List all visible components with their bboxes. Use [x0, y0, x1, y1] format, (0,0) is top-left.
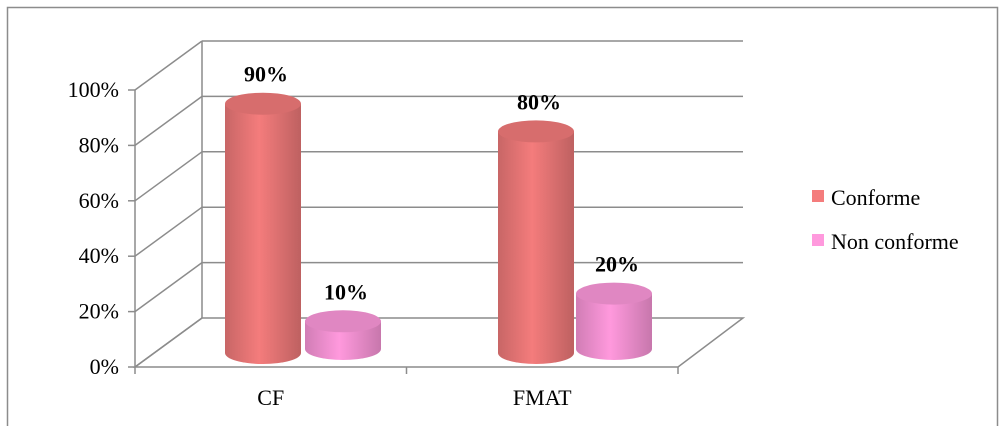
gridline-side — [134, 151, 203, 202]
bar-conforme-cf — [225, 92, 301, 364]
bar-body — [498, 131, 574, 364]
data-label: 90% — [244, 62, 288, 87]
y-tick-label: 100% — [68, 77, 119, 102]
data-label: 80% — [517, 89, 561, 114]
x-category-label: CF — [257, 385, 284, 410]
bar-top — [576, 282, 652, 305]
bar-conforme-fmat — [498, 120, 574, 364]
bar-top — [225, 92, 301, 115]
bar-body — [225, 103, 301, 364]
legend-label: Conforme — [831, 185, 920, 210]
y-tick-label: 40% — [79, 243, 119, 268]
chart-border — [6, 6, 999, 426]
y-tick-label: 60% — [79, 188, 119, 213]
gridline-side — [134, 206, 203, 257]
chart-floor — [132, 317, 746, 368]
y-tick-label: 80% — [79, 132, 119, 157]
bar-non-conforme-cf — [305, 310, 381, 360]
gridline-side — [134, 95, 203, 147]
y-tick-label: 20% — [79, 299, 119, 324]
legend-item: Non conforme — [812, 229, 959, 254]
gridline-side — [134, 40, 203, 91]
legend-swatch — [812, 234, 824, 246]
data-label: 20% — [595, 252, 639, 277]
bar-top — [498, 120, 574, 143]
bar-body — [305, 321, 381, 360]
gridline-side — [134, 261, 203, 313]
bar-body — [576, 293, 652, 360]
data-label: 10% — [324, 279, 368, 304]
legend-item: Conforme — [812, 185, 920, 210]
x-category-label: FMAT — [513, 385, 572, 410]
legend-label: Non conforme — [831, 229, 959, 254]
legend-swatch — [812, 190, 824, 202]
bar-non-conforme-fmat — [576, 282, 652, 360]
bar-top — [305, 310, 381, 333]
y-tick-label: 0% — [90, 354, 119, 379]
